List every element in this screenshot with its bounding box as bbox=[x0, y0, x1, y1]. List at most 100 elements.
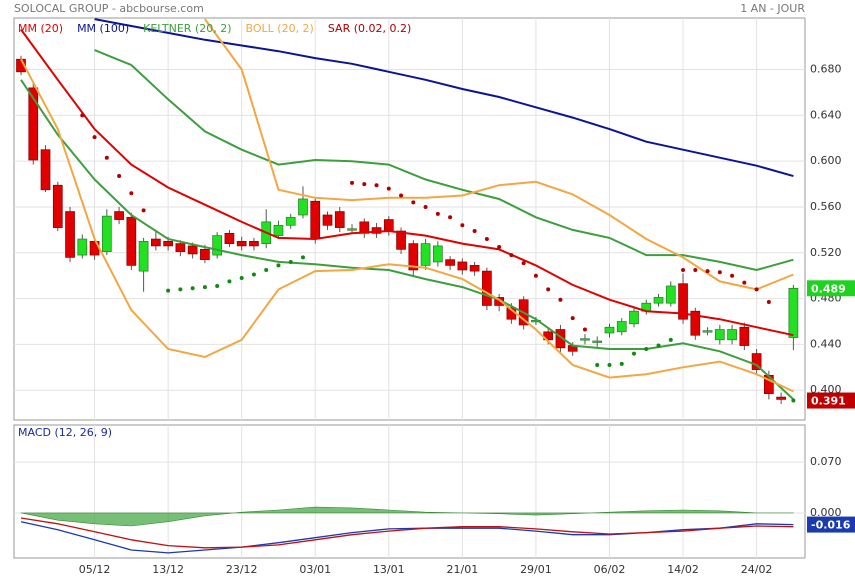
candle-body bbox=[420, 243, 431, 266]
sar-dot bbox=[632, 351, 636, 356]
candle-body bbox=[371, 227, 382, 234]
candle-body bbox=[77, 238, 88, 256]
sar-dot bbox=[558, 297, 563, 302]
sar-dot bbox=[423, 204, 428, 209]
sar-dot bbox=[460, 223, 465, 228]
sar-dot bbox=[754, 287, 759, 292]
sar-dot bbox=[264, 267, 269, 272]
sar-dot bbox=[399, 193, 404, 198]
x-tick-label: 05/12 bbox=[79, 563, 111, 576]
candle-body bbox=[616, 321, 627, 333]
candle-body bbox=[236, 240, 247, 247]
candle-body bbox=[249, 240, 259, 247]
sar-dot bbox=[656, 343, 661, 348]
candle-body bbox=[175, 243, 186, 252]
y-tick-label: 0.440 bbox=[810, 337, 842, 350]
candle-body bbox=[714, 329, 725, 341]
y-tick-label: 0.560 bbox=[810, 200, 842, 213]
candle-body bbox=[469, 265, 480, 272]
sar-dot bbox=[766, 300, 771, 305]
legend-entry: MM (20) bbox=[18, 22, 63, 35]
sar-dot bbox=[497, 245, 502, 250]
sar-dot bbox=[362, 182, 367, 187]
sar-dot bbox=[435, 211, 440, 216]
candle-body bbox=[28, 87, 39, 161]
sar-dot bbox=[582, 327, 587, 332]
candle-body bbox=[604, 326, 615, 334]
price-marker bbox=[807, 392, 855, 409]
candle-body bbox=[212, 235, 223, 256]
sar-dot bbox=[681, 267, 686, 272]
indicator-line bbox=[204, 18, 794, 291]
y-tick-label: 0.640 bbox=[810, 108, 842, 121]
price-marker-label: 0.391 bbox=[811, 395, 846, 408]
sar-dot bbox=[742, 280, 747, 285]
candle-body bbox=[200, 249, 210, 261]
indicator-line bbox=[20, 58, 794, 393]
price-marker-label: 0.489 bbox=[811, 282, 846, 295]
candle-body bbox=[40, 149, 51, 191]
x-tick-label: 13/01 bbox=[373, 563, 405, 576]
price-marker-label: -0.016 bbox=[811, 519, 851, 532]
sar-dot bbox=[386, 186, 391, 191]
candle-body bbox=[114, 211, 124, 220]
indicator-line bbox=[94, 49, 794, 272]
candle-body bbox=[151, 238, 161, 247]
sar-dot bbox=[717, 270, 722, 275]
candle-body bbox=[702, 330, 713, 333]
macd-title: MACD (12, 26, 9) bbox=[18, 426, 112, 439]
candle-body bbox=[273, 224, 284, 236]
legend-entry: BOLL (20, 2) bbox=[246, 22, 314, 35]
candle-body bbox=[776, 396, 786, 400]
candle-body bbox=[65, 211, 75, 258]
candle-body bbox=[555, 329, 566, 349]
sar-dot bbox=[448, 215, 453, 220]
sar-dot bbox=[693, 267, 698, 272]
sar-dot bbox=[202, 285, 207, 290]
indicator-line bbox=[20, 79, 795, 401]
candle-body bbox=[445, 259, 455, 266]
candle-body bbox=[592, 340, 603, 343]
sar-dot bbox=[607, 363, 612, 368]
price-marker bbox=[807, 516, 855, 533]
price-marker bbox=[807, 280, 855, 297]
macd-line bbox=[20, 521, 794, 554]
sar-dot bbox=[117, 174, 122, 179]
sar-dot bbox=[411, 200, 416, 205]
y-tick-label: 0.070 bbox=[810, 455, 842, 468]
macd-histogram bbox=[20, 506, 794, 527]
sar-dot bbox=[546, 287, 551, 292]
candle-body bbox=[310, 200, 321, 240]
candle-body bbox=[138, 240, 149, 272]
sar-dot bbox=[104, 155, 109, 160]
x-tick-label: 13/12 bbox=[152, 563, 184, 576]
x-tick-label: 06/02 bbox=[594, 563, 626, 576]
candle-body bbox=[408, 243, 419, 271]
sar-dot bbox=[227, 279, 232, 284]
sar-dot bbox=[300, 255, 305, 260]
sar-dot bbox=[595, 363, 600, 368]
sar-dot bbox=[288, 259, 293, 264]
sar-dot bbox=[215, 284, 220, 288]
candle-body bbox=[285, 216, 296, 226]
candle-body bbox=[629, 310, 639, 325]
candle-body bbox=[432, 245, 443, 263]
sar-dot bbox=[570, 316, 575, 321]
sar-dot bbox=[190, 286, 195, 291]
sar-dot bbox=[533, 273, 538, 278]
sar-dot bbox=[668, 337, 673, 342]
candle-body bbox=[678, 283, 688, 320]
candle-body bbox=[298, 198, 308, 216]
candle-body bbox=[482, 270, 492, 306]
candle-body bbox=[101, 215, 112, 252]
candle-body bbox=[322, 214, 333, 226]
y-tick-label: 0.680 bbox=[810, 63, 842, 76]
candle-body bbox=[580, 338, 590, 341]
sar-dot bbox=[619, 361, 624, 366]
macd-panel-frame bbox=[13, 424, 806, 559]
price-panel-frame bbox=[13, 17, 806, 421]
sar-dot bbox=[129, 191, 134, 196]
sar-dot bbox=[472, 229, 477, 234]
period: 1 AN - JOUR bbox=[740, 2, 805, 15]
